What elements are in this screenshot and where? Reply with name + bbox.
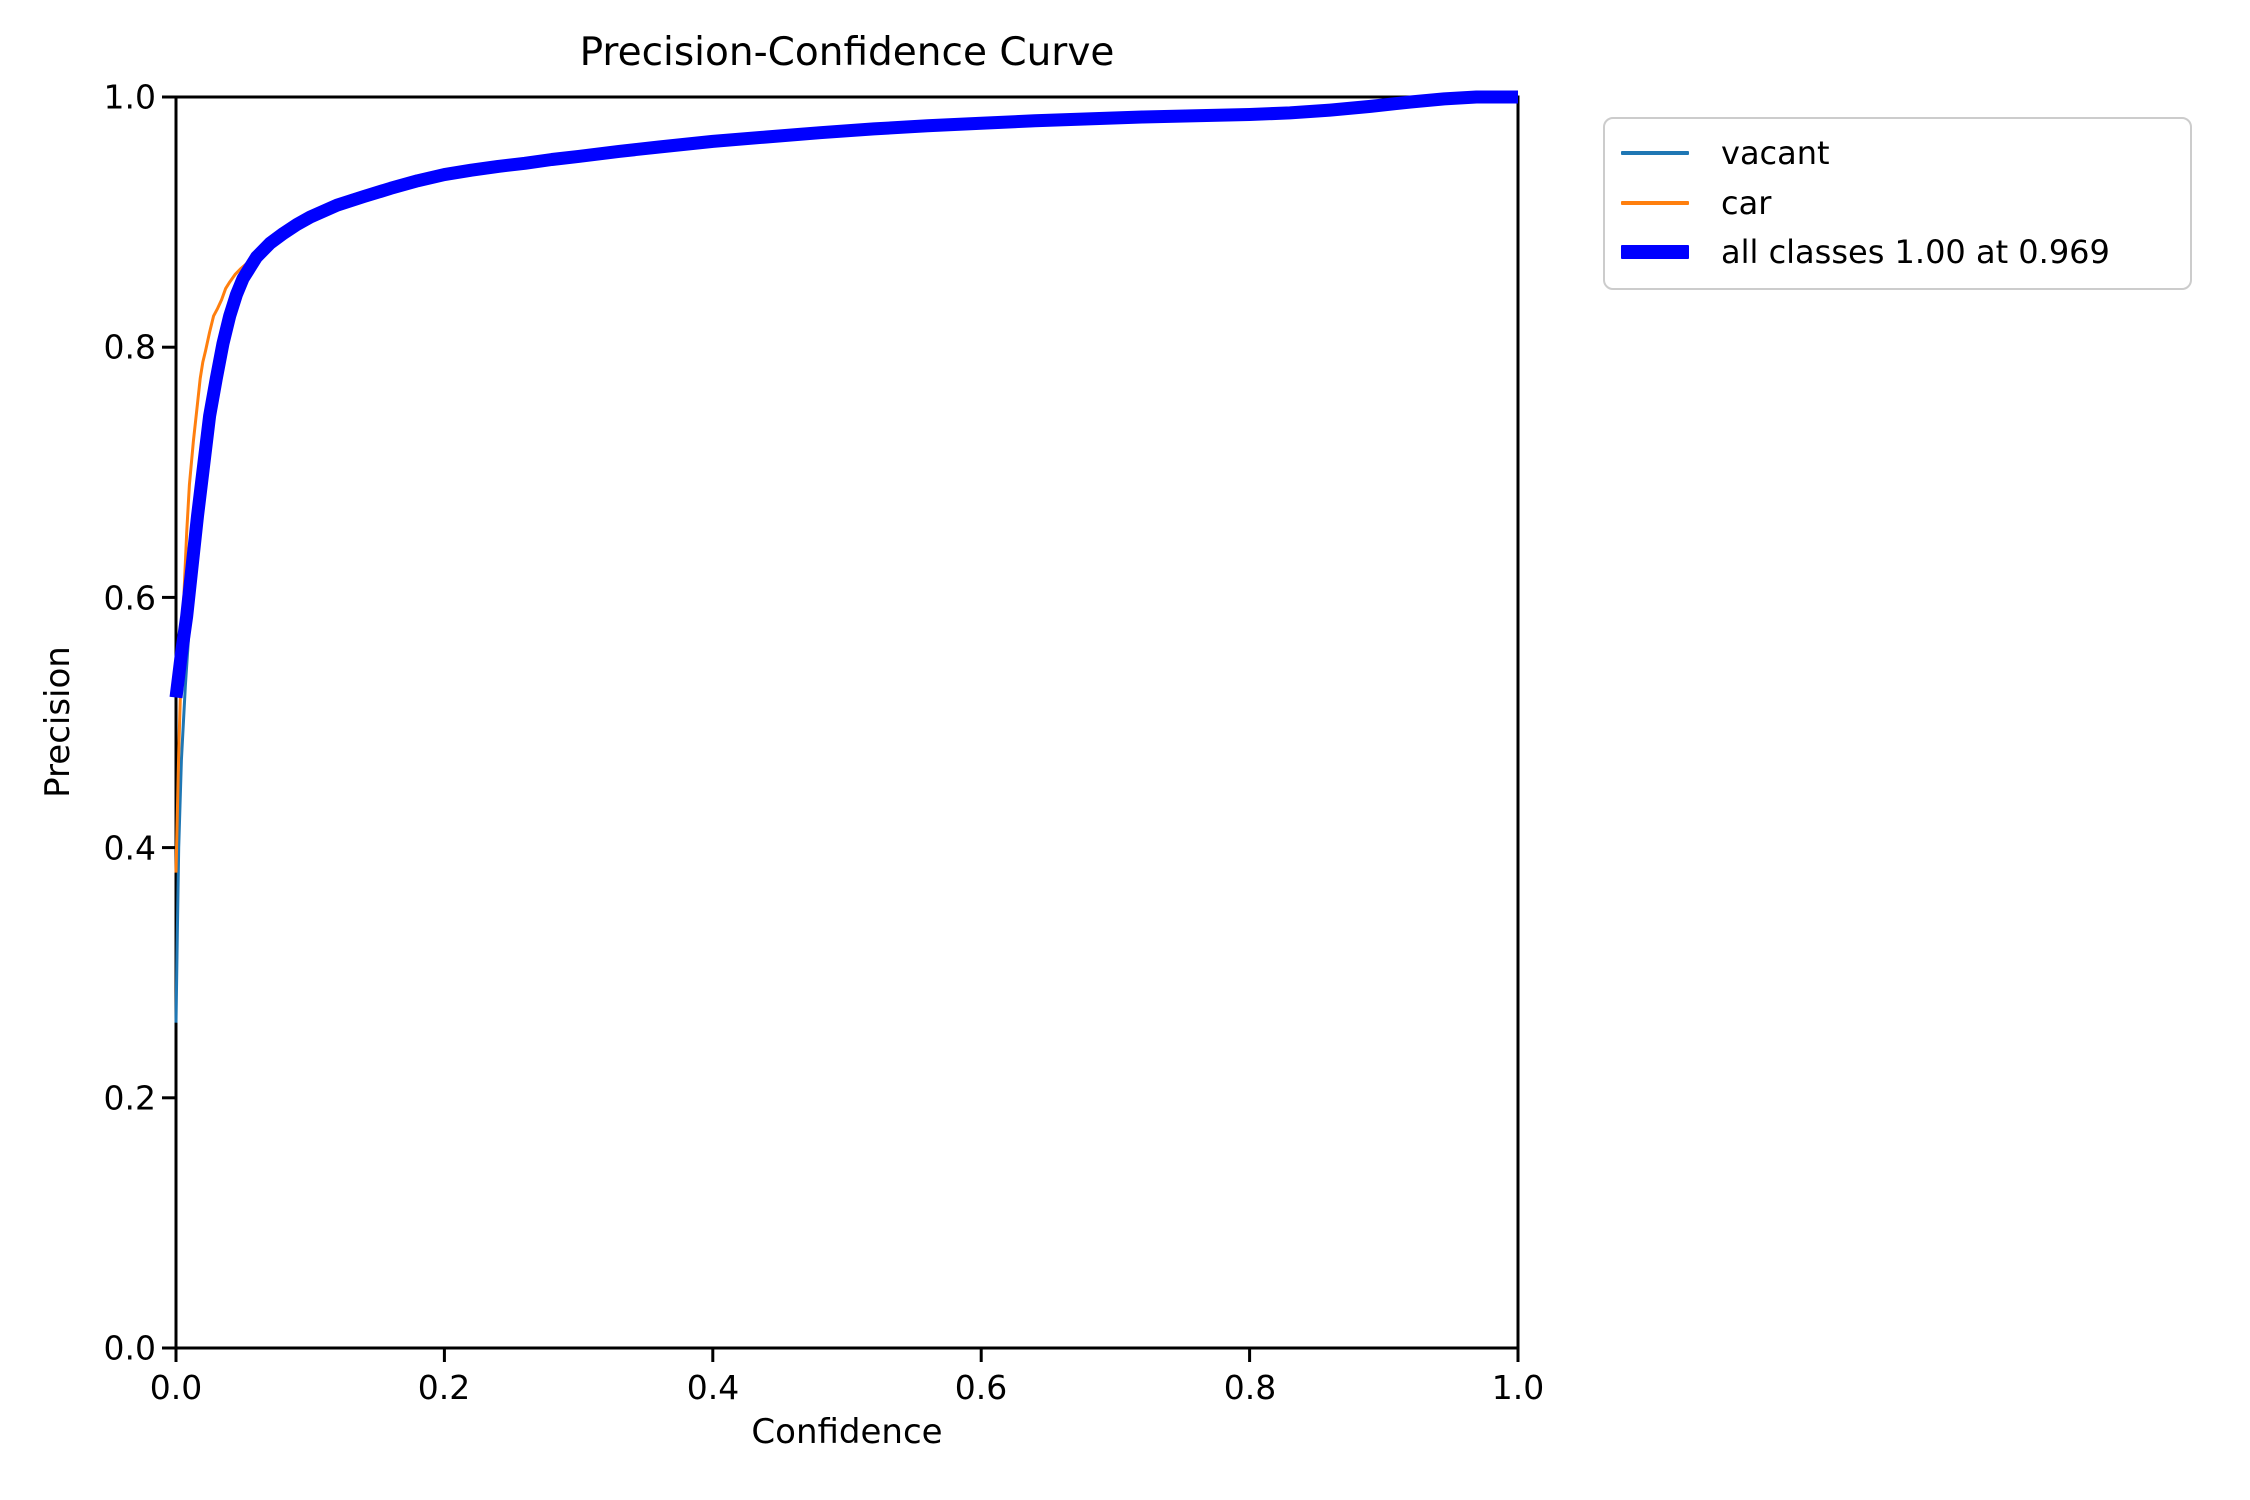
x-tick-label: 0.2	[417, 1368, 471, 1407]
series-car-curve	[174, 95, 1518, 873]
y-tick-label: 0.6	[103, 578, 156, 618]
y-tick-label: 0.8	[103, 327, 156, 367]
vacant-line-swatch	[1621, 151, 1689, 155]
legend-label: all classes 1.00 at 0.969	[1721, 233, 2110, 271]
x-tick-label: 0.8	[1223, 1368, 1277, 1407]
legend-item-car: car	[1621, 183, 2180, 223]
x-tick-label: 0.6	[954, 1368, 1008, 1407]
legend: vacant car all classes 1.00 at 0.969	[1603, 117, 2192, 290]
x-tick-label: 0.4	[686, 1368, 740, 1407]
x-tick-label: 1.0	[1491, 1368, 1545, 1407]
series-vacant-curve	[174, 95, 1518, 1023]
y-tick-label: 0.0	[103, 1328, 156, 1368]
legend-item-all-classes: all classes 1.00 at 0.969	[1621, 232, 2180, 272]
x-tick-label: 0.0	[149, 1368, 203, 1407]
chart-title: Precision-Confidence Curve	[579, 30, 1115, 75]
series-all-curve	[169, 90, 1518, 699]
axes-spines	[174, 95, 1520, 1350]
legend-label: vacant	[1721, 134, 1830, 172]
legend-item-vacant: vacant	[1621, 133, 2180, 173]
x-axis-label: Confidence	[751, 1412, 943, 1452]
car-line-swatch	[1621, 200, 1689, 205]
all-classes-line-swatch	[1621, 245, 1689, 259]
legend-label: car	[1721, 183, 1772, 222]
y-tick-label: 1.0	[103, 77, 156, 117]
y-tick-label: 0.4	[103, 828, 156, 868]
y-axis-label: Precision	[38, 646, 78, 798]
y-tick-label: 0.2	[103, 1078, 156, 1118]
